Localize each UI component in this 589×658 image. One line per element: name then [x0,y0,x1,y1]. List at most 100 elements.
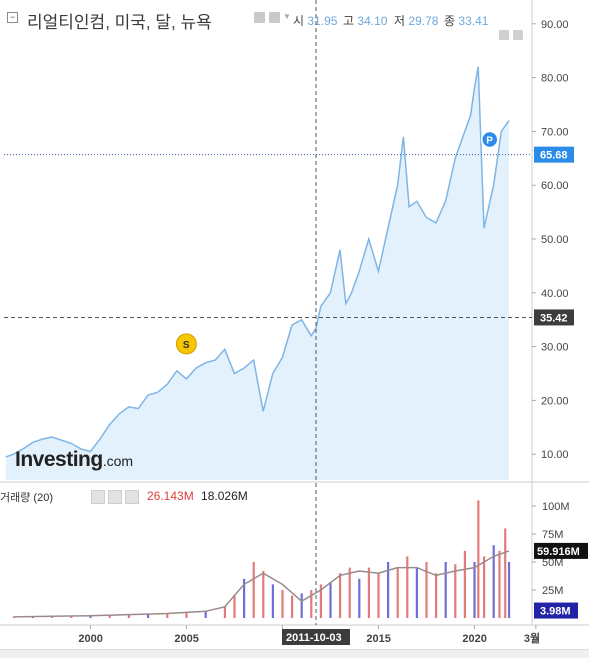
ohlc-close: 종 33.41 [444,14,489,28]
volume-bar [31,616,34,618]
volume-bar [329,582,332,618]
volume-bar [204,611,207,618]
volume-bar [406,556,409,618]
investing-logo: Investing.com [15,448,134,471]
settings-icon[interactable] [108,490,122,504]
split-badge[interactable] [175,333,197,355]
scroll-down-icon[interactable] [499,30,509,40]
crosshair-price-label: 35.42 [540,312,568,324]
price-line [5,66,510,458]
ma-value-label: 59.916M [537,546,580,558]
volume-bar [252,562,255,618]
volume-bar [348,567,351,618]
time-tick-label: 2015 [366,633,390,645]
volume-bar [387,562,390,618]
instrument-title: 리얼티인컴, 미국, 달, 뉴욕 [27,13,212,32]
last-volume-box [534,602,578,619]
settings-icon[interactable] [269,12,280,23]
price-tick-label: 90.00 [541,19,569,31]
volume-bar [147,614,150,618]
volume-bar [281,590,284,618]
ohlc-high: 고 34.10 [343,14,388,28]
volume-bar [319,584,322,618]
volume-bar [70,615,73,618]
time-tick-label: 2000 [78,633,102,645]
last-price-label: 65.68 [540,150,568,162]
volume-tick-label: 75M [542,529,563,541]
volume-bar [483,556,486,618]
price-tick-label: 70.00 [541,126,569,138]
volume-bar [504,528,507,618]
volume-bar [262,570,265,618]
volume-bar [377,573,380,618]
volume-bar [291,595,294,618]
price-tick-label: 40.00 [541,288,569,300]
volume-bar [463,550,466,618]
volume-tick-label: 25M [542,585,563,597]
ohlc-open: 시 31.95 [293,14,338,28]
dividend-badge[interactable] [481,130,499,149]
crosshair-date-label: 2011-10-03 [286,632,342,644]
bottom-toolbar [0,649,589,658]
volume-bar [51,616,54,618]
volume-value-red: 26.143M [147,489,194,503]
price-tick-label: 20.00 [541,395,569,407]
volume-label: 거래량 (20) [0,492,53,504]
crosshair-price-box [534,309,574,326]
volume-bar [367,567,370,618]
volume-bar [454,564,457,618]
dividend-badge-label: P [486,135,493,146]
ma-value-box [534,542,588,559]
volume-bar [243,578,246,618]
volume-bar [358,578,361,618]
volume-bar [473,562,476,618]
price-tick-label: 50.00 [541,234,569,246]
collapse-icon[interactable]: − [7,12,18,23]
time-tick-label: 2005 [174,633,198,645]
scroll-up-icon[interactable] [513,30,523,40]
volume-bar [271,584,274,618]
volume-bar [435,573,438,618]
volume-bar [185,612,188,618]
volume-bar [415,567,418,618]
volume-bar [233,595,236,618]
volume-bar [444,562,447,618]
volume-bar [166,613,169,618]
volume-bar [300,593,303,618]
volume-bar [498,550,501,618]
volume-bar [492,545,495,618]
dropdown-icon[interactable]: ▼ [283,12,291,21]
price-tick-label: 80.00 [541,73,569,85]
price-tick-label: 30.00 [541,342,569,354]
last-price-box [534,146,574,163]
volume-bar [223,606,226,618]
volume-value: 18.026M [201,489,248,503]
eye-icon[interactable] [91,490,105,504]
volume-bar [507,562,511,618]
volume-values: 26.143M 18.026M [147,489,248,503]
price-tick-label: 60.00 [541,180,569,192]
price-tick-label: 10.00 [541,449,569,461]
volume-bar [108,615,111,618]
price-area-fill [5,66,510,481]
volume-tick-label: 100M [542,501,570,513]
volume-bar [127,614,130,618]
volume-tick-label: 50M [542,557,563,569]
volume-bar [396,567,399,618]
last-volume-label: 3.98M [540,606,571,618]
split-badge-label: S [183,340,190,351]
volume-bar [89,615,92,618]
volume-bar [339,573,342,618]
ohlc-low: 저 29.78 [394,14,439,28]
crosshair-date-box [282,629,350,645]
chart-header: − 리얼티인컴, 미국, 달, 뉴욕 ▼ 시 31.95 고 34.10 저 2… [0,0,530,36]
close-icon[interactable] [125,490,139,504]
volume-bar [477,500,480,618]
time-tick-label: 2020 [462,633,486,645]
volume-bar [425,562,428,618]
eye-icon[interactable] [254,12,265,23]
volume-ma-line [13,550,510,618]
time-tick-label: 3월 [524,631,540,645]
